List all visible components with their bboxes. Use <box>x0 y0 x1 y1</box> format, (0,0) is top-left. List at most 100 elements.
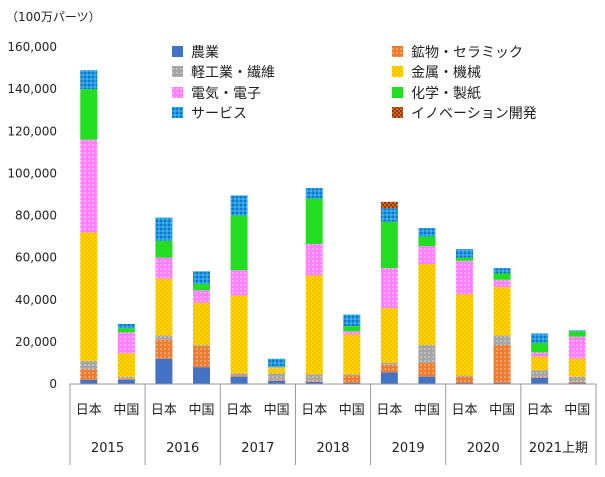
bar-segment <box>80 139 98 233</box>
bar-segment <box>305 188 323 199</box>
bar-segment <box>230 375 248 377</box>
bar-segment <box>531 342 549 353</box>
bar-segment <box>117 323 135 329</box>
y-tick-label: 120,000 <box>7 124 57 138</box>
x-category-label: 中国 <box>188 403 214 418</box>
legend-label: 鉱物・セラミック <box>411 44 523 61</box>
x-year-label: 2020 <box>467 441 500 456</box>
legend-swatch <box>392 66 403 77</box>
bar-segment <box>305 380 323 382</box>
bar-segment <box>343 326 361 332</box>
bar-segment <box>343 314 361 327</box>
bar-segment <box>531 356 549 371</box>
x-category-label: 日本 <box>226 403 252 418</box>
bar-segment <box>155 358 173 384</box>
x-category-label: 日本 <box>76 403 102 418</box>
bar-segment <box>531 352 549 357</box>
bar-segment <box>456 249 473 258</box>
bar-segment <box>456 260 473 295</box>
bar-segment <box>456 375 473 377</box>
bar-segment <box>230 376 248 384</box>
legend-swatch <box>172 46 183 57</box>
bar-segment <box>155 240 173 258</box>
bar-segment <box>418 263 436 346</box>
bar-segment <box>380 365 398 373</box>
bar-segment <box>117 376 135 379</box>
bar-segment <box>568 376 586 382</box>
bar-segment <box>493 268 511 274</box>
bar-segment <box>117 353 135 377</box>
x-category-label: 中国 <box>264 403 290 418</box>
bar-segment <box>418 362 436 377</box>
bar-segment <box>80 379 98 384</box>
bar-segment <box>80 232 98 361</box>
bar-segment <box>155 217 173 241</box>
bar-segment <box>230 295 248 374</box>
bar-segment <box>380 221 398 269</box>
bar-segment <box>380 362 398 366</box>
bar-segment <box>456 294 473 376</box>
bar-segment <box>193 345 210 347</box>
legend-swatch <box>392 46 403 57</box>
y-tick-label: 20,000 <box>15 335 57 349</box>
legend-label: イノベーション開発 <box>411 106 537 122</box>
bar-segment <box>493 335 511 346</box>
bar-segment <box>155 335 173 340</box>
bar-segment <box>193 271 210 284</box>
bar-segment <box>305 381 323 384</box>
x-year-label: 2019 <box>392 441 425 456</box>
bar-segment <box>268 358 286 367</box>
legend-swatch <box>172 107 183 118</box>
y-tick-label: 80,000 <box>15 209 57 223</box>
y-tick-label: 40,000 <box>15 293 57 307</box>
x-year-label: 2015 <box>91 441 124 456</box>
bar-segment <box>568 331 586 337</box>
bar-segment <box>80 70 98 90</box>
bar-segment <box>568 336 586 359</box>
bar-segment <box>193 367 210 384</box>
bar-segment <box>456 376 473 383</box>
x-category-label: 日本 <box>151 403 177 418</box>
bar-segment <box>568 381 586 383</box>
x-category-label: 中国 <box>564 403 590 418</box>
bar-segment <box>343 375 361 383</box>
bar-segment <box>305 374 323 381</box>
bar-segment <box>418 246 436 264</box>
bar-segment <box>117 332 135 354</box>
bar-segment <box>531 377 549 384</box>
bar-segment <box>80 360 98 370</box>
x-category-label: 日本 <box>451 403 477 418</box>
y-tick-label: 0 <box>49 377 57 391</box>
bar-segment <box>343 382 361 384</box>
bar-segment <box>418 228 436 237</box>
x-category-label: 日本 <box>376 403 402 418</box>
bar-segment <box>193 283 210 291</box>
x-category-label: 中国 <box>489 403 515 418</box>
y-tick-label: 60,000 <box>15 251 57 265</box>
x-year-label: 2018 <box>316 441 349 456</box>
bar-segment <box>268 373 286 380</box>
bar-segment <box>380 208 398 222</box>
bar-segment <box>230 195 248 216</box>
bar-segment <box>418 345 436 363</box>
bar-segment <box>193 346 210 368</box>
bar-segment <box>418 376 436 384</box>
bar-segment <box>531 333 549 343</box>
bar-segment <box>380 268 398 309</box>
bar-segment <box>193 290 210 303</box>
bar-segment <box>268 368 286 374</box>
bar-segment <box>268 367 286 369</box>
y-axis-unit-label: （100万パーツ） <box>6 10 101 24</box>
bar-segment <box>80 89 98 140</box>
legend-label: 金属・機械 <box>411 65 481 81</box>
x-category-label: 中国 <box>414 403 440 418</box>
bar-segment <box>268 380 286 384</box>
x-category-label: 日本 <box>301 403 327 418</box>
legend-swatch <box>392 87 403 98</box>
bar-segment <box>493 345 511 383</box>
bar-segment <box>493 273 511 280</box>
bar-segment <box>568 358 586 377</box>
x-year-label: 2021上期 <box>529 441 588 456</box>
bar-segment <box>568 330 586 332</box>
